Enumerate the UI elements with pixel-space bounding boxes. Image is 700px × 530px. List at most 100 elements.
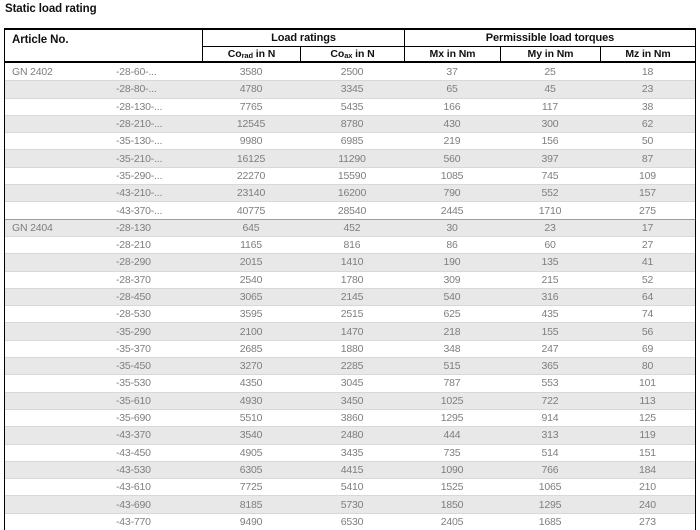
table-row: -43-690 8185 5730 1850 1295 240 xyxy=(5,495,695,513)
table-row: GN 2402 -28-60-... 3580 2500 37 25 18 xyxy=(5,63,695,81)
table-row: -28-530 3595 2515 625 435 74 xyxy=(5,305,695,323)
corad-value: 9980 xyxy=(239,135,263,148)
article-size: -43-210-... xyxy=(116,187,163,200)
article-size: -43-690 xyxy=(116,498,151,511)
mx-value: 218 xyxy=(443,325,461,338)
my-value: 156 xyxy=(541,135,559,148)
coax-value: 816 xyxy=(343,239,361,252)
article-cell: -35-370 xyxy=(5,341,202,357)
my-value: 1295 xyxy=(538,498,562,511)
my-value: 313 xyxy=(541,429,559,442)
subheader-mz: Mz in Nm xyxy=(600,47,695,61)
table-row: -35-290-... 22270 15590 1085 745 109 xyxy=(5,166,695,185)
coax-value: 11290 xyxy=(338,152,366,165)
my-value: 1710 xyxy=(538,204,562,217)
corad-value: 2685 xyxy=(239,342,263,355)
table-row: -35-690 5510 3860 1295 914 125 xyxy=(5,408,695,427)
article-size: -43-370-... xyxy=(116,204,163,217)
mx-value: 348 xyxy=(443,342,461,355)
mz-value: 62 xyxy=(641,118,654,131)
article-size: -35-290 xyxy=(116,325,151,338)
corad-value: 4905 xyxy=(239,446,263,459)
corad-value: 6305 xyxy=(239,463,263,476)
load-ratings-group-header: Load ratings xyxy=(202,30,404,47)
coax-value: 28540 xyxy=(337,204,367,217)
article-cell: -43-210-... xyxy=(5,185,202,201)
mx-value: 1085 xyxy=(440,169,464,182)
mx-value: 166 xyxy=(443,100,461,113)
coax-value: 2500 xyxy=(340,65,364,78)
article-size: -28-530 xyxy=(116,308,151,321)
corad-value: 2100 xyxy=(239,325,263,338)
article-size: -28-290 xyxy=(116,256,151,269)
coax-value: 1880 xyxy=(340,342,364,355)
article-size: -35-610 xyxy=(116,394,151,407)
coax-value: 2285 xyxy=(340,360,364,373)
mx-value: 1525 xyxy=(440,481,464,494)
article-cell: -43-450 xyxy=(5,445,202,461)
mx-value: 190 xyxy=(443,256,461,269)
table-row: -28-290 2015 1410 190 135 41 xyxy=(5,253,695,271)
corad-value: 40775 xyxy=(236,204,266,217)
article-size: -28-80-... xyxy=(116,83,157,96)
my-value: 365 xyxy=(541,360,559,373)
my-value: 552 xyxy=(541,187,559,200)
table-row: -43-210-... 23140 16200 790 552 157 xyxy=(5,184,695,202)
coax-value: 3345 xyxy=(340,83,364,96)
article-cell: -35-290 xyxy=(5,323,202,339)
corad-value: 4780 xyxy=(239,83,263,96)
table-row: -35-370 2685 1880 348 247 69 xyxy=(5,339,695,358)
mx-value: 515 xyxy=(443,360,461,373)
article-size: -28-60-... xyxy=(116,65,157,78)
my-value: 316 xyxy=(541,291,559,303)
table-row: -28-210 1165 816 86 60 27 xyxy=(5,235,695,254)
corad-value: 2540 xyxy=(239,273,263,286)
mz-value: 151 xyxy=(639,446,656,459)
table-row: -43-530 6305 4415 1090 766 184 xyxy=(5,460,695,479)
corad-value: 2015 xyxy=(239,256,263,269)
article-size: -28-130-... xyxy=(116,100,163,113)
coax-value: 3860 xyxy=(340,412,364,425)
mx-value: 1850 xyxy=(440,498,464,511)
article-size: -35-370 xyxy=(116,342,151,355)
mx-value: 30 xyxy=(446,221,458,234)
corad-value: 4350 xyxy=(239,377,263,390)
article-cell: -28-130-... xyxy=(5,99,202,115)
article-cell: -43-370 xyxy=(5,427,202,443)
page-title: Static load rating xyxy=(5,3,97,15)
article-cell: -28-370 xyxy=(5,272,202,288)
table-row: -28-370 2540 1780 309 215 52 xyxy=(5,270,695,288)
table-row: -28-130-... 7765 5435 166 117 38 xyxy=(5,97,695,115)
corad-value: 645 xyxy=(242,221,260,234)
my-value: 45 xyxy=(544,83,556,96)
article-cell: -28-210-... xyxy=(5,116,202,132)
mz-value: 210 xyxy=(639,481,656,494)
article-size: -35-130-... xyxy=(116,135,163,148)
article-size: -43-450 xyxy=(116,446,151,459)
article-cell: -35-530 xyxy=(5,375,202,391)
mz-value: 113 xyxy=(639,394,656,407)
subheader-my: My in Nm xyxy=(500,47,600,61)
article-no-header: Article No. xyxy=(12,34,69,46)
table-row: -35-290 2100 1470 218 155 56 xyxy=(5,322,695,340)
article-size: -28-450 xyxy=(116,291,151,303)
my-value: 722 xyxy=(541,394,559,407)
table-row: -35-450 3270 2285 515 365 80 xyxy=(5,357,695,375)
my-value: 397 xyxy=(541,152,559,165)
article-size: -43-770 xyxy=(116,515,151,528)
table-row: -43-610 7725 5410 1525 1065 210 xyxy=(5,478,695,496)
mz-value: 74 xyxy=(641,308,654,321)
corad-value: 9490 xyxy=(239,515,263,528)
subheader-mx: Mx in Nm xyxy=(404,47,500,61)
article-size: -43-370 xyxy=(116,429,151,442)
mz-value: 64 xyxy=(641,291,654,303)
coax-value: 2480 xyxy=(340,429,364,442)
article-cell: -35-690 xyxy=(5,410,202,426)
corad-value: 3270 xyxy=(239,360,263,373)
coax-value: 1470 xyxy=(340,325,364,338)
my-value: 914 xyxy=(541,412,559,425)
table-body: GN 2402 -28-60-... 3580 2500 37 25 18 -28-80-..… xyxy=(5,63,695,530)
corad-value: 16125 xyxy=(236,152,266,165)
static-load-rating-table: Article No. Load ratings Permissible loa… xyxy=(4,28,696,530)
